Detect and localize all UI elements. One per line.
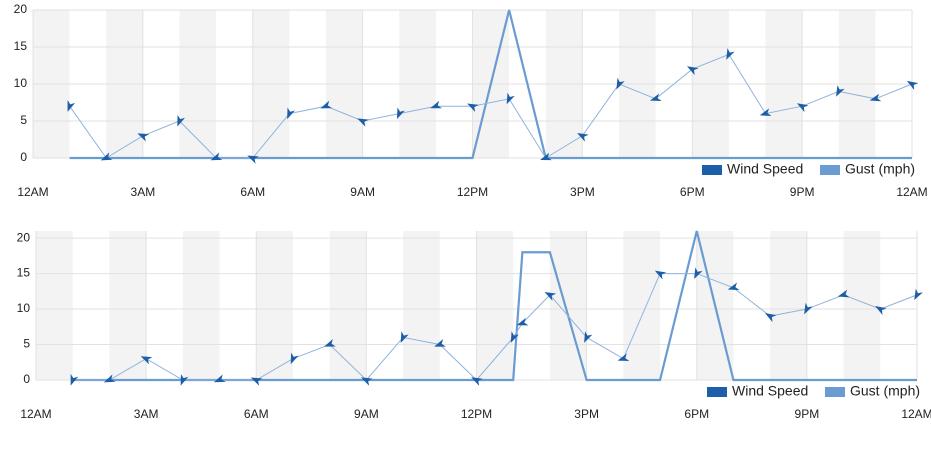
arrow-marker bbox=[100, 152, 113, 161]
arrow-marker bbox=[875, 305, 887, 316]
arrow-marker bbox=[804, 302, 813, 315]
x-tick-label: 12AM bbox=[17, 185, 48, 199]
y-tick-label: 15 bbox=[17, 266, 31, 280]
band bbox=[182, 231, 220, 380]
arrow-marker bbox=[617, 353, 630, 361]
arrow-marker bbox=[584, 331, 593, 343]
arrow-marker bbox=[140, 356, 153, 365]
arrow-marker bbox=[577, 132, 589, 142]
arrow-marker bbox=[687, 66, 699, 76]
x-tick-label: 3AM bbox=[131, 185, 156, 199]
arrow-marker bbox=[360, 377, 373, 386]
legend-label: Wind Speed bbox=[727, 161, 803, 177]
arrow-marker bbox=[357, 118, 369, 127]
arrow-marker bbox=[180, 373, 189, 386]
arrow-marker bbox=[177, 114, 186, 127]
arrow-marker bbox=[137, 133, 150, 142]
x-tick-label: 12PM bbox=[457, 185, 488, 199]
x-tick-label: 3PM bbox=[574, 407, 599, 421]
arrow-marker bbox=[516, 317, 529, 326]
x-tick-label: 12PM bbox=[461, 407, 492, 421]
y-tick-label: 5 bbox=[20, 113, 27, 127]
y-tick-label: 10 bbox=[17, 301, 31, 315]
arrow-marker bbox=[324, 338, 336, 347]
arrow-marker bbox=[694, 267, 703, 279]
arrow-marker bbox=[70, 373, 79, 386]
arrow-marker bbox=[654, 270, 667, 280]
band bbox=[256, 231, 293, 380]
arrow-marker bbox=[210, 152, 223, 161]
legend-label: Gust (mph) bbox=[845, 161, 915, 177]
arrow-marker bbox=[67, 100, 76, 112]
x-tick-label: 9PM bbox=[795, 407, 820, 421]
arrow-marker bbox=[796, 103, 809, 113]
legend-swatch bbox=[820, 165, 840, 175]
arrow-marker bbox=[213, 374, 226, 383]
arrow-marker bbox=[467, 103, 479, 113]
arrow-marker bbox=[430, 100, 442, 109]
band bbox=[770, 231, 807, 380]
arrow-marker bbox=[287, 107, 295, 120]
arrow-marker bbox=[540, 152, 552, 161]
band bbox=[403, 231, 440, 380]
x-tick-label: 3PM bbox=[570, 185, 595, 199]
y-tick-label: 20 bbox=[14, 2, 28, 16]
y-tick-label: 5 bbox=[23, 337, 30, 351]
band bbox=[476, 231, 514, 380]
legend-swatch bbox=[825, 387, 845, 397]
arrow-marker bbox=[434, 339, 446, 347]
arrow-marker bbox=[400, 331, 409, 343]
x-tick-label: 9AM bbox=[354, 407, 379, 421]
legend-swatch bbox=[707, 387, 727, 397]
x-tick-label: 6PM bbox=[680, 185, 705, 199]
band bbox=[623, 231, 661, 380]
y-tick-label: 0 bbox=[20, 150, 27, 164]
arrow-marker bbox=[836, 85, 845, 97]
x-tick-label: 12AM bbox=[896, 185, 927, 199]
arrow-marker bbox=[510, 331, 519, 343]
x-tick-label: 6AM bbox=[244, 407, 269, 421]
band bbox=[36, 231, 73, 380]
x-tick-label: 6AM bbox=[240, 185, 265, 199]
y-tick-label: 20 bbox=[17, 230, 31, 244]
y-tick-label: 0 bbox=[23, 372, 30, 386]
y-tick-label: 15 bbox=[14, 39, 28, 53]
band bbox=[109, 231, 147, 380]
x-tick-label: 3AM bbox=[134, 407, 159, 421]
arrow-marker bbox=[506, 92, 515, 105]
legend-label: Gust (mph) bbox=[850, 383, 920, 399]
arrow-marker bbox=[726, 48, 735, 60]
arrow-marker bbox=[759, 108, 772, 116]
legend-label: Wind Speed bbox=[732, 383, 808, 399]
arrow-marker bbox=[396, 107, 405, 120]
arrow-marker bbox=[649, 93, 662, 102]
band bbox=[329, 231, 367, 380]
arrow-marker bbox=[103, 374, 116, 383]
y-tick-label: 10 bbox=[14, 76, 28, 90]
legend-swatch bbox=[702, 165, 722, 175]
arrow-marker bbox=[471, 377, 483, 386]
series-line bbox=[69, 53, 913, 159]
arrow-marker bbox=[320, 100, 333, 109]
arrow-marker bbox=[616, 77, 625, 90]
x-tick-label: 12AM bbox=[901, 407, 931, 421]
x-tick-label: 12AM bbox=[20, 407, 51, 421]
x-tick-label: 6PM bbox=[684, 407, 709, 421]
arrow-marker bbox=[906, 80, 919, 91]
arrow-marker bbox=[247, 155, 259, 164]
arrow-marker bbox=[544, 292, 557, 301]
x-tick-label: 9AM bbox=[350, 185, 375, 199]
arrow-marker bbox=[290, 352, 299, 365]
band bbox=[843, 231, 881, 380]
series-line bbox=[69, 9, 912, 160]
arrow-marker bbox=[764, 313, 777, 323]
arrow-marker bbox=[914, 288, 923, 301]
arrow-marker bbox=[837, 289, 850, 298]
x-tick-label: 9PM bbox=[790, 185, 815, 199]
arrow-marker bbox=[250, 377, 263, 386]
arrow-marker bbox=[869, 93, 882, 102]
arrow-marker bbox=[727, 282, 740, 291]
